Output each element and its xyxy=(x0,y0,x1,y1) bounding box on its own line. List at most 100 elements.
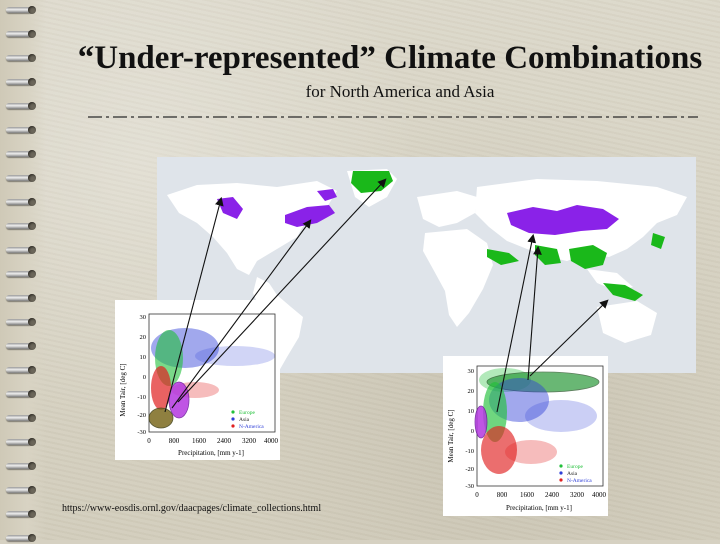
spiral-ring xyxy=(6,316,40,328)
spiral-hole xyxy=(28,246,36,254)
right-ytick: 20 xyxy=(468,388,475,395)
right-ytick: -30 xyxy=(465,483,474,490)
spiral-wire xyxy=(6,463,32,469)
spiral-ring xyxy=(6,508,40,520)
spiral-hole xyxy=(28,462,36,470)
spiral-ring xyxy=(6,52,40,64)
left-xtick: 3200 xyxy=(242,437,257,445)
spiral-hole xyxy=(28,270,36,278)
left-ytick: -10 xyxy=(137,394,146,401)
right-ytick: 30 xyxy=(468,368,475,375)
spiral-ring xyxy=(6,412,40,424)
spiral-ring xyxy=(6,148,40,160)
slide-title: “Under-represented” Climate Combinations xyxy=(77,40,703,76)
spiral-wire xyxy=(6,271,32,277)
spiral-ring xyxy=(6,4,40,16)
spiral-wire xyxy=(6,103,32,109)
left-ytick: 20 xyxy=(140,334,147,341)
spiral-ring xyxy=(6,340,40,352)
right-ytick: -10 xyxy=(465,448,474,455)
left-ytick: 10 xyxy=(140,354,147,361)
spiral-ring xyxy=(6,268,40,280)
left-xtick: 2400 xyxy=(217,437,232,445)
legend-asia: Asia xyxy=(239,417,250,423)
spiral-wire xyxy=(6,319,32,325)
spiral-wire xyxy=(6,7,32,13)
spiral-ring xyxy=(6,28,40,40)
legend-europe: Europe xyxy=(239,410,255,416)
left-xtick: 4000 xyxy=(264,437,279,445)
legend-n-america: N-America xyxy=(239,424,264,430)
spiral-wire xyxy=(6,79,32,85)
spiral-wire xyxy=(6,367,32,373)
spiral-ring xyxy=(6,100,40,112)
source-url[interactable]: https://www-eosdis.ornl.gov/daacpages/cl… xyxy=(62,503,322,514)
left-yticks: 30 20 10 0 -10 -20 -30 xyxy=(137,314,146,436)
spiral-hole xyxy=(28,390,36,398)
spiral-ring xyxy=(6,124,40,136)
spiral-wire xyxy=(6,535,32,541)
spiral-wire xyxy=(6,175,32,181)
right-xtick: 1600 xyxy=(520,491,535,499)
spiral-ring xyxy=(6,244,40,256)
spiral-hole xyxy=(28,30,36,38)
spiral-ring xyxy=(6,484,40,496)
left-xtick: 1600 xyxy=(192,437,207,445)
spiral-ring xyxy=(6,460,40,472)
spiral-ring xyxy=(6,364,40,376)
right-yticks: 30 20 10 0 -10 -20 -30 xyxy=(465,368,474,490)
spiral-hole xyxy=(28,102,36,110)
spiral-hole xyxy=(28,294,36,302)
right-ylabel: Mean Tair, [deg C] xyxy=(447,409,455,462)
scatter-plot-right: Mean Tair, [deg C] 30 20 10 0 -10 -20 -3… xyxy=(443,356,608,516)
legend-europe: Europe xyxy=(567,464,583,470)
spiral-ring xyxy=(6,76,40,88)
spiral-ring xyxy=(6,196,40,208)
left-ytick: 0 xyxy=(143,374,146,381)
spiral-hole xyxy=(28,198,36,206)
spiral-hole xyxy=(28,54,36,62)
left-ytick: -20 xyxy=(137,412,146,419)
right-xtick: 3200 xyxy=(570,491,585,499)
spiral-wire xyxy=(6,439,32,445)
spiral-hole xyxy=(28,174,36,182)
right-legend: Europe Asia N-America xyxy=(559,464,592,484)
left-ytick: -30 xyxy=(137,429,146,436)
right-ytick: 10 xyxy=(468,408,475,415)
left-xtick: 0 xyxy=(147,437,151,445)
spiral-hole xyxy=(28,342,36,350)
spiral-ring xyxy=(6,532,40,544)
left-xlabel: Precipitation, [mm y-1] xyxy=(178,449,244,457)
spiral-hole xyxy=(28,150,36,158)
spiral-wire xyxy=(6,391,32,397)
spiral-ring xyxy=(6,292,40,304)
spiral-wire xyxy=(6,223,32,229)
left-ylabel: Mean Tair, [deg C] xyxy=(119,363,127,416)
right-xtick: 0 xyxy=(475,491,479,499)
spiral-hole xyxy=(28,318,36,326)
right-xtick: 2400 xyxy=(545,491,560,499)
right-xtick: 800 xyxy=(497,491,508,499)
spiral-hole xyxy=(28,366,36,374)
right-xticks: 0 800 1600 2400 3200 4000 xyxy=(475,491,606,499)
spiral-hole xyxy=(28,6,36,14)
spiral-wire xyxy=(6,487,32,493)
spiral-hole xyxy=(28,414,36,422)
spiral-ring xyxy=(6,388,40,400)
title-divider xyxy=(88,116,698,118)
legend-asia: Asia xyxy=(567,471,578,477)
scatter-plot-left: Mean Tair, [deg C] 30 20 10 0 -10 -20 -3… xyxy=(115,300,280,460)
spiral-wire xyxy=(6,415,32,421)
spiral-hole xyxy=(28,438,36,446)
spiral-hole xyxy=(28,78,36,86)
spiral-hole xyxy=(28,486,36,494)
left-xtick: 800 xyxy=(169,437,180,445)
spiral-wire xyxy=(6,31,32,37)
spiral-ring xyxy=(6,220,40,232)
spiral-wire xyxy=(6,127,32,133)
legend-n-america: N-America xyxy=(567,478,592,484)
slide-subtitle: for North America and Asia xyxy=(305,82,495,101)
spiral-hole xyxy=(28,534,36,542)
spiral-ring xyxy=(6,172,40,184)
right-xlabel: Precipitation, [mm y-1] xyxy=(506,504,572,512)
